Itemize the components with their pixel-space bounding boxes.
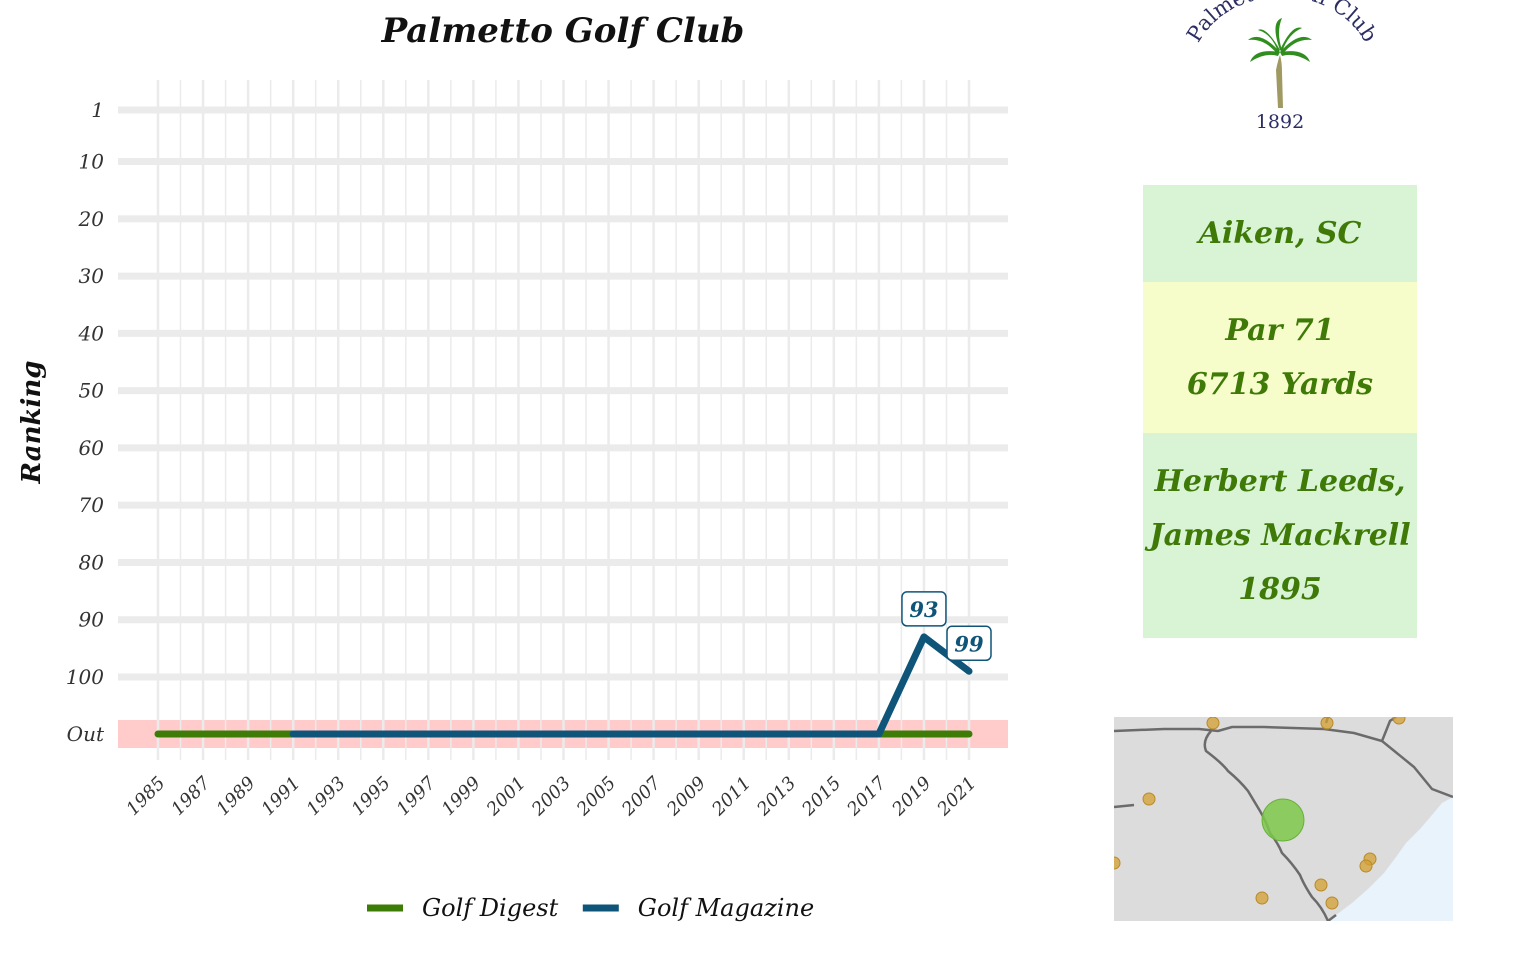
x-tick-label: 2013 [752,773,800,821]
data-label-text: 99 [954,631,984,656]
data-label: 99 [946,625,992,662]
data-label-box [901,591,947,627]
club-logo: Palmetto Golf Club 1892 [1182,0,1382,133]
map-ocean [1328,797,1453,921]
location-map [1114,717,1453,921]
x-tick-label: 1999 [438,773,485,820]
y-tick-label: 60 [79,436,105,460]
y-tick-label: 40 [78,321,105,345]
y-tick-label: 70 [79,493,105,517]
logo-year-text: 1892 [1256,111,1304,133]
architect-name-2: James Mackrell [1149,517,1411,553]
map-markers [1114,717,1406,910]
legend-label: Golf Magazine [638,894,814,922]
x-tick-label: 1989 [212,773,259,820]
y-tick-label: 80 [79,550,105,574]
par-text: Par 71 [1225,312,1335,348]
x-tick-label: 2003 [527,773,575,821]
yards-text: 6713 Yards [1186,366,1374,402]
data-label-box [946,625,992,662]
architect-name-1: Herbert Leeds, [1154,463,1406,499]
x-tick-label: 2009 [662,773,710,821]
legend: Golf Digest Golf Magazine [367,894,814,922]
x-axis-ticks: 1985198719891991199319951997199920012003… [122,772,980,820]
x-tick-label: 2005 [572,773,620,821]
y-tick-label: 90 [79,608,105,632]
y-tick-label: 30 [79,264,105,288]
x-tick-label: 1991 [257,773,304,820]
y-tick-label: 20 [78,207,105,231]
x-tick-label: 2001 [482,773,530,821]
x-tick-label: 1995 [348,773,395,820]
x-tick-label: 1987 [167,772,215,820]
data-label-layer: 93 99 [901,591,992,662]
y-tick-label: 50 [79,379,105,403]
y-tick-label: 10 [79,150,105,174]
y-axis-label: Ranking [17,361,47,485]
x-tick-label: 2015 [797,773,845,821]
course-stats-box: Par 71 6713 Yards [1143,282,1417,433]
x-tick-label: 2017 [842,772,890,820]
y-tick-label: Out [67,722,105,746]
course-location-marker [1261,798,1305,842]
y-tick-label: 100 [66,665,104,689]
x-tick-label: 1993 [303,773,350,820]
legend-label: Golf Digest [422,894,559,922]
data-label: 93 [901,591,947,627]
opened-year-text: 1895 [1238,571,1322,607]
x-tick-label: 2007 [617,772,665,820]
y-axis-ticks: 1 10 20 30 40 50 60 70 80 90 100 Out [66,98,105,746]
grid-layer [118,80,1008,760]
architect-box: Herbert Leeds, James Mackrell 1895 [1143,433,1417,638]
location-text: Aiken, SC [1198,215,1362,251]
y-tick-label: 1 [91,98,104,122]
x-tick-label: 2019 [888,773,936,821]
course-info-panel: Aiken, SC Par 71 6713 Yards Herbert Leed… [1143,185,1417,638]
x-tick-label: 1997 [393,772,441,820]
x-tick-label: 1985 [122,773,169,820]
chart-title: Palmetto Golf Club [381,11,745,51]
location-box: Aiken, SC [1143,185,1417,282]
x-tick-label: 2011 [707,773,755,821]
x-tick-label: 2021 [933,773,981,821]
palm-tree-icon [1248,18,1312,108]
logo-name-text: Palmetto Golf Club [1182,0,1382,46]
data-label-text: 93 [909,597,938,622]
